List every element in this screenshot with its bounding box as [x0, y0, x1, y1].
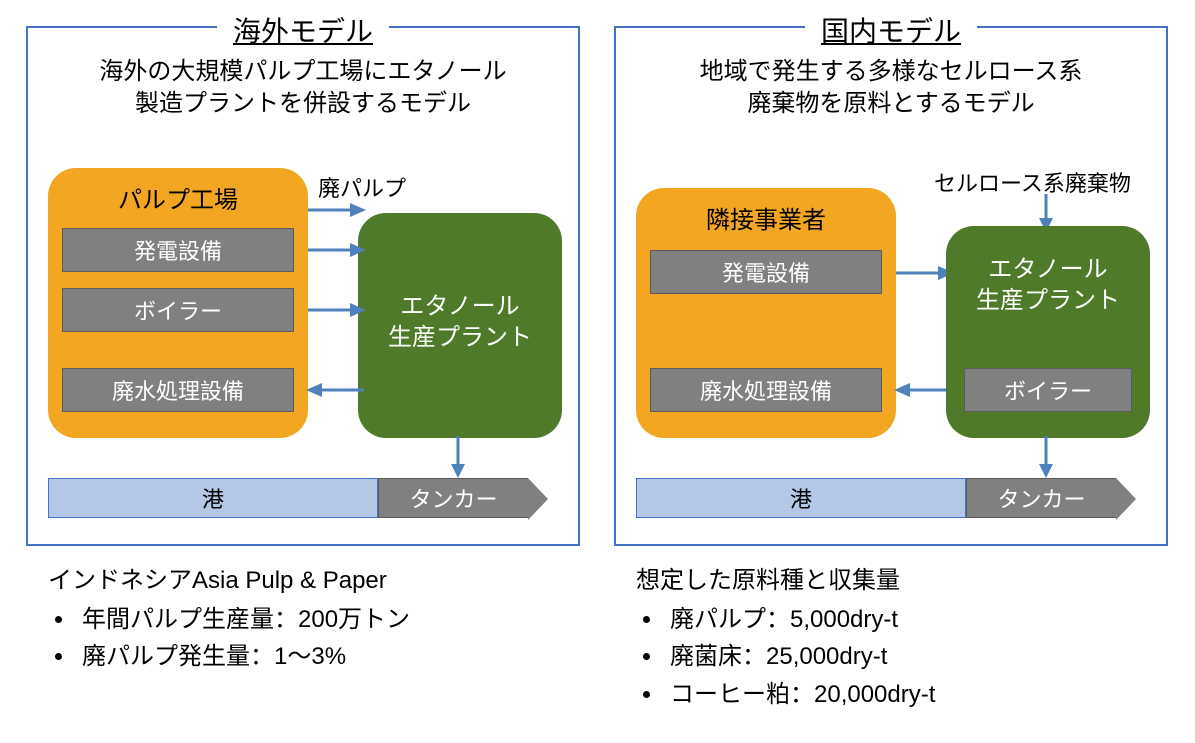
right-arrow-power — [894, 263, 954, 283]
right-boiler: ボイラー — [964, 368, 1132, 412]
left-port: 港 — [48, 478, 378, 518]
left-arrow-waste-pulp — [306, 200, 366, 220]
left-note-0: 年間パルプ生産量：200万トン — [76, 601, 588, 638]
right-note-2: コーヒー粕：20,000dry-t — [664, 676, 1176, 713]
left-note: インドネシアAsia Pulp & Paper 年間パルプ生産量：200万トン … — [48, 562, 588, 676]
left-plant-text: エタノール 生産プラント — [358, 291, 562, 353]
right-orange-box: 隣接事業者 発電設備 廃水処理設備 — [636, 188, 896, 438]
left-sub2: 製造プラントを併設するモデル — [135, 90, 471, 117]
left-plant1: エタノール — [400, 293, 519, 320]
left-arrow-power — [306, 240, 366, 260]
left-gray-0: 発電設備 — [62, 228, 294, 272]
right-note: 想定した原料種と収集量 廃パルプ：5,000dry-t 廃菌床：25,000dr… — [636, 562, 1176, 713]
left-orange-box: パルプ工場 発電設備 ボイラー 廃水処理設備 — [48, 168, 308, 438]
left-gray-1: ボイラー — [62, 288, 294, 332]
left-tanker: タンカー — [378, 478, 528, 518]
left-note-head: インドネシアAsia Pulp & Paper — [48, 562, 588, 599]
right-sub2: 廃棄物を原料とするモデル — [747, 90, 1034, 117]
right-arrow-wastewater — [894, 380, 954, 400]
right-arrow-down — [1036, 436, 1056, 478]
left-panel: 海外モデル 海外の大規模パルプ工場にエタノール 製造プラントを併設するモデル パ… — [26, 26, 580, 546]
right-ext-label: セルロース系廃棄物 — [934, 166, 1131, 198]
left-green-box: エタノール 生産プラント — [358, 213, 562, 438]
right-plant-text: エタノール 生産プラント — [946, 254, 1150, 316]
right-port: 港 — [636, 478, 966, 518]
left-arrow-wastewater — [306, 380, 366, 400]
right-port-bar: 港 タンカー — [636, 478, 1136, 518]
left-port-bar: 港 タンカー — [48, 478, 548, 518]
right-gray-0: 発電設備 — [650, 250, 882, 294]
right-sub1: 地域で発生する多様なセルロース系 — [700, 58, 1083, 85]
left-sub1: 海外の大規模パルプ工場にエタノール — [99, 58, 506, 85]
right-note-1: 廃菌床：25,000dry-t — [664, 638, 1176, 675]
left-gray-2: 廃水処理設備 — [62, 368, 294, 412]
right-tanker: タンカー — [966, 478, 1116, 518]
right-gray-1: 廃水処理設備 — [650, 368, 882, 412]
left-arrow-boiler — [306, 300, 366, 320]
left-title: 海外モデル — [217, 10, 389, 50]
right-orange-label: 隣接事業者 — [636, 200, 896, 235]
right-note-0: 廃パルプ：5,000dry-t — [664, 601, 1176, 638]
left-ext-label: 廃パルプ — [318, 171, 406, 203]
left-note-1: 廃パルプ発生量：1～3% — [76, 638, 588, 675]
left-orange-label: パルプ工場 — [48, 180, 308, 215]
right-title: 国内モデル — [805, 10, 977, 50]
right-green-box: エタノール 生産プラント ボイラー — [946, 226, 1150, 438]
right-plant2: 生産プラント — [976, 287, 1120, 314]
left-subtitle: 海外の大規模パルプ工場にエタノール 製造プラントを併設するモデル — [28, 56, 578, 121]
right-note-head: 想定した原料種と収集量 — [636, 562, 1176, 599]
left-plant2: 生産プラント — [388, 324, 532, 351]
right-panel: 国内モデル 地域で発生する多様なセルロース系 廃棄物を原料とするモデル セルロー… — [614, 26, 1168, 546]
right-subtitle: 地域で発生する多様なセルロース系 廃棄物を原料とするモデル — [616, 56, 1166, 121]
right-plant1: エタノール — [988, 256, 1107, 283]
left-arrow-down — [448, 436, 468, 478]
